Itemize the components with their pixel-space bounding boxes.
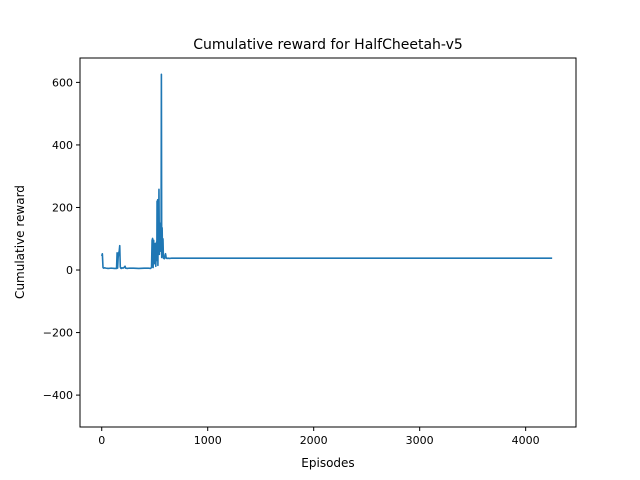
- y-tick-label: −400: [43, 389, 73, 402]
- chart-title: Cumulative reward for HalfCheetah-v5: [193, 37, 463, 53]
- y-tick-label: −200: [43, 327, 73, 340]
- x-tick-label: 1000: [194, 434, 222, 447]
- y-tick-label: 0: [66, 264, 73, 277]
- x-tick-label: 0: [98, 434, 105, 447]
- plot-area: [100, 73, 553, 270]
- series-line-0: [100, 73, 553, 270]
- y-tick-label: 200: [52, 201, 73, 214]
- x-tick-label: 2000: [300, 434, 328, 447]
- y-tick-label: 400: [52, 139, 73, 152]
- x-tick-label: 3000: [406, 434, 434, 447]
- tick-layer: 0 1000 2000 3000 4000 −400 −200 0 200 400 600: [43, 76, 540, 447]
- x-tick-label: 4000: [512, 434, 540, 447]
- x-axis-label: Episodes: [301, 456, 354, 470]
- y-tick-label: 600: [52, 76, 73, 89]
- axes-frame: [79, 57, 577, 428]
- y-axis-label: Cumulative reward: [13, 185, 27, 299]
